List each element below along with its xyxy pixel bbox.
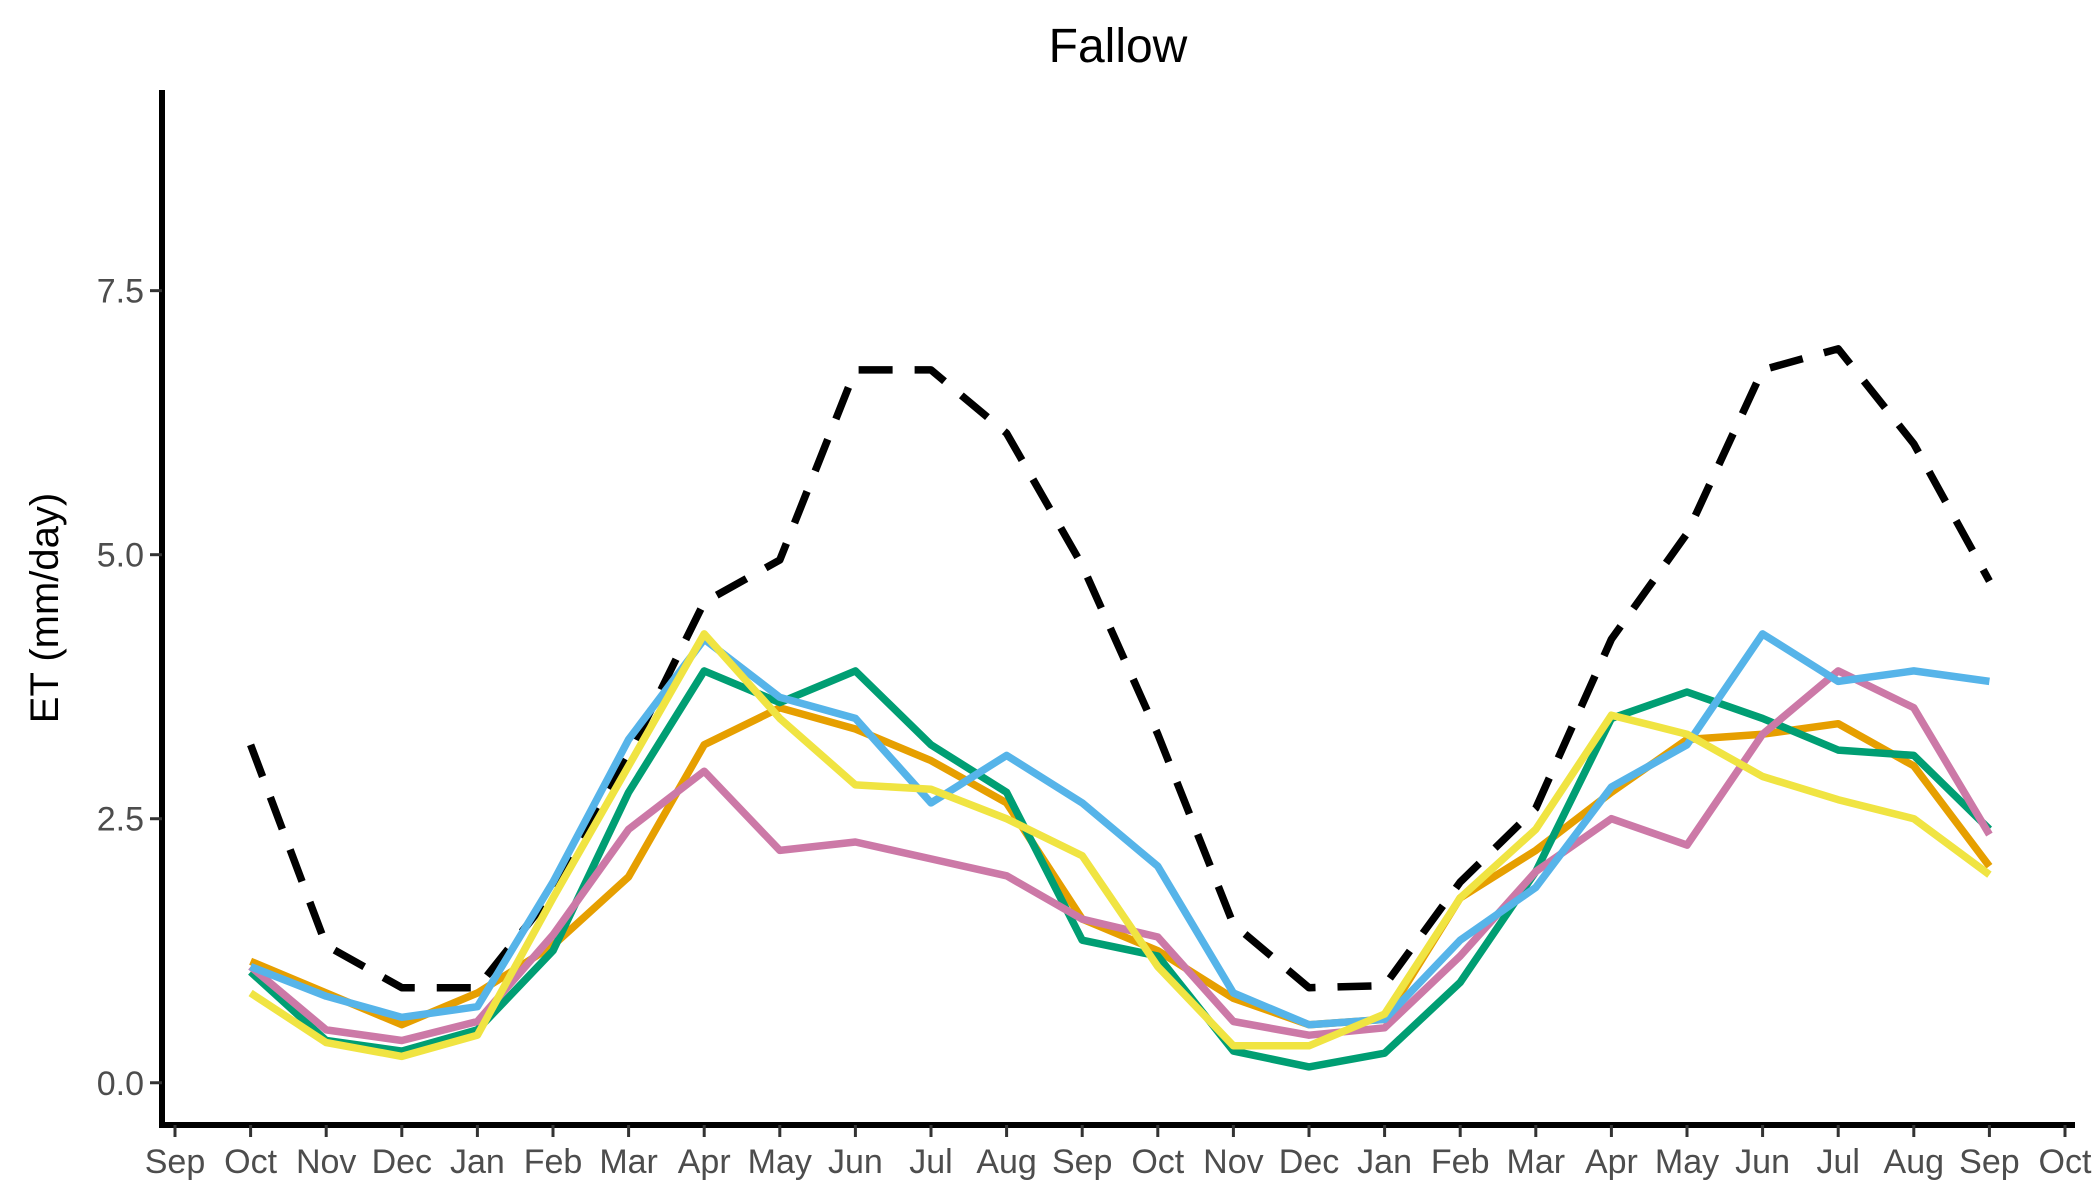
x-tick-label: Dec <box>1279 1143 1339 1181</box>
x-tick-label: Sep <box>145 1143 206 1181</box>
x-tick-label: Dec <box>372 1143 432 1181</box>
chart-title: Fallow <box>1049 20 1188 73</box>
x-tick-label: Jun <box>828 1143 883 1181</box>
x-tick-label: Mar <box>599 1143 658 1181</box>
x-tick-label: Aug <box>1884 1143 1945 1181</box>
x-tick-label: Sep <box>1959 1143 2020 1181</box>
series-line-1 <box>247 345 1993 992</box>
x-tick-label: Jul <box>909 1143 952 1181</box>
axes-layer: 0.0 2.5 5.0 7.5 Sep Oct Nov Dec Jan Feb Mar Apr May J… <box>97 90 2092 1181</box>
y-tick-label: 0.0 <box>97 1065 144 1103</box>
x-tick-label: Nov <box>1203 1143 1263 1181</box>
x-tick-label: Nov <box>296 1143 356 1181</box>
y-tick-label: 5.0 <box>97 537 144 575</box>
y-tick-label: 7.5 <box>97 273 144 311</box>
x-tick-label: Sep <box>1052 1143 1113 1181</box>
x-tick-label: Jun <box>1735 1143 1790 1181</box>
x-tick-label: Oct <box>2039 1143 2092 1181</box>
x-tick-label: Oct <box>224 1143 277 1181</box>
x-tick-label: May <box>748 1143 812 1181</box>
series-line-5 <box>249 630 1990 1029</box>
x-tick-label: Jan <box>1357 1143 1412 1181</box>
y-tick-label: 2.5 <box>97 801 144 839</box>
y-axis-label: ET (mm/day) <box>23 493 67 723</box>
x-tick-label: Apr <box>1585 1143 1638 1181</box>
series-line-6 <box>248 630 1992 1061</box>
series-line-4 <box>248 667 1993 1045</box>
x-tick-label: Feb <box>1431 1143 1490 1181</box>
x-tick-label: May <box>1655 1143 1719 1181</box>
x-tick-label: Jan <box>450 1143 505 1181</box>
series-line-3 <box>248 667 1993 1071</box>
x-tick-label: Feb <box>524 1143 583 1181</box>
x-tick-label: Jul <box>1816 1143 1859 1181</box>
x-tick-label: Aug <box>976 1143 1037 1181</box>
x-tick-label: Mar <box>1507 1143 1566 1181</box>
x-tick-label: Oct <box>1131 1143 1184 1181</box>
x-tick-label: Apr <box>678 1143 731 1181</box>
series-layer <box>247 345 1993 1071</box>
